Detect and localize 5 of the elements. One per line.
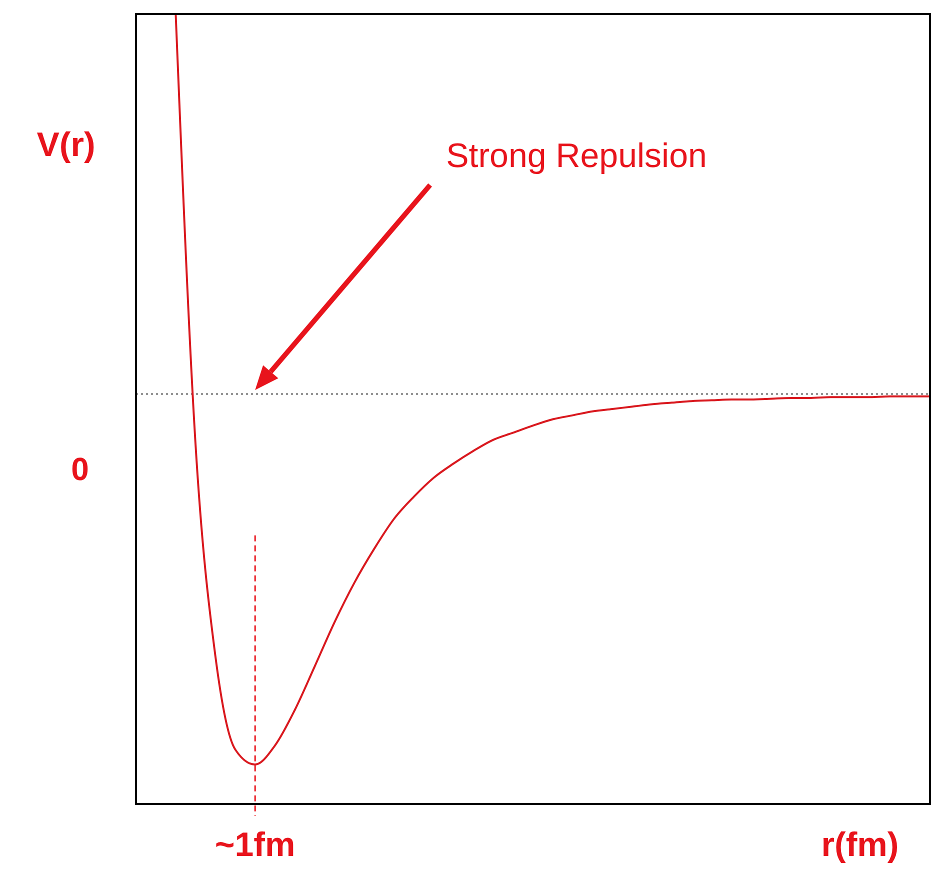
x-axis-title: r(fm) — [821, 826, 899, 864]
y-axis-title: V(r) — [36, 126, 96, 164]
annotation: Strong Repulsion — [446, 136, 707, 175]
text: ~1fm — [214, 826, 296, 864]
text: 0 — [71, 451, 89, 487]
